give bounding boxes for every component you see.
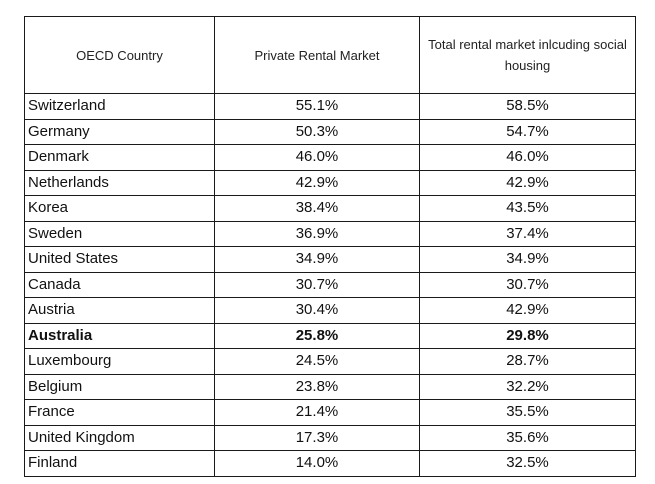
total-rental-cell: 42.9% <box>419 297 636 324</box>
private-rental-cell: 36.9% <box>214 220 420 247</box>
table-row: Finland 14.0% 32.5% <box>24 450 636 477</box>
table-row: Germany 50.3% 54.7% <box>24 118 636 145</box>
country-cell: Denmark <box>24 144 215 171</box>
total-rental-cell: 34.9% <box>419 246 636 273</box>
total-rental-cell: 43.5% <box>419 195 636 222</box>
private-rental-cell: 55.1% <box>214 93 420 120</box>
country-cell: Finland <box>24 450 215 477</box>
header-private-rental: Private Rental Market <box>214 16 420 94</box>
total-rental-cell: 35.6% <box>419 424 636 451</box>
private-rental-cell: 30.4% <box>214 297 420 324</box>
country-cell: France <box>24 399 215 426</box>
country-cell: Switzerland <box>24 93 215 120</box>
total-rental-cell: 58.5% <box>419 93 636 120</box>
private-rental-cell: 24.5% <box>214 348 420 375</box>
private-rental-cell: 38.4% <box>214 195 420 222</box>
table-row: Netherlands 42.9% 42.9% <box>24 169 636 196</box>
table-row: Australia 25.8% 29.8% <box>24 322 636 349</box>
table-row: Canada 30.7% 30.7% <box>24 271 636 298</box>
table-row: Switzerland 55.1% 58.5% <box>24 93 636 120</box>
total-rental-cell: 35.5% <box>419 399 636 426</box>
total-rental-cell: 37.4% <box>419 220 636 247</box>
total-rental-cell: 29.8% <box>419 322 636 349</box>
table-row: Luxembourg 24.5% 28.7% <box>24 348 636 375</box>
country-cell: Canada <box>24 271 215 298</box>
table-row: Belgium 23.8% 32.2% <box>24 373 636 400</box>
total-rental-cell: 42.9% <box>419 169 636 196</box>
private-rental-cell: 34.9% <box>214 246 420 273</box>
private-rental-cell: 30.7% <box>214 271 420 298</box>
total-rental-cell: 46.0% <box>419 144 636 171</box>
table-row: France 21.4% 35.5% <box>24 399 636 426</box>
table-row: Sweden 36.9% 37.4% <box>24 220 636 247</box>
header-row: OECD Country Private Rental Market Total… <box>24 16 636 94</box>
country-cell: Netherlands <box>24 169 215 196</box>
private-rental-cell: 50.3% <box>214 118 420 145</box>
table-row: United Kingdom 17.3% 35.6% <box>24 424 636 451</box>
table-body: Switzerland 55.1% 58.5% Germany 50.3% 54.7% De… <box>24 93 636 477</box>
table-container: OECD Country Private Rental Market Total… <box>24 16 636 477</box>
private-rental-cell: 17.3% <box>214 424 420 451</box>
country-cell: Luxembourg <box>24 348 215 375</box>
country-cell: Austria <box>24 297 215 324</box>
country-cell: Germany <box>24 118 215 145</box>
private-rental-cell: 42.9% <box>214 169 420 196</box>
total-rental-cell: 32.2% <box>419 373 636 400</box>
private-rental-cell: 25.8% <box>214 322 420 349</box>
private-rental-cell: 23.8% <box>214 373 420 400</box>
table-row: Korea 38.4% 43.5% <box>24 195 636 222</box>
table-row: Austria 30.4% 42.9% <box>24 297 636 324</box>
country-cell: United Kingdom <box>24 424 215 451</box>
header-total-rental: Total rental market inlcuding social hou… <box>419 16 636 94</box>
table-row: United States 34.9% 34.9% <box>24 246 636 273</box>
total-rental-cell: 32.5% <box>419 450 636 477</box>
country-cell: Australia <box>24 322 215 349</box>
total-rental-cell: 28.7% <box>419 348 636 375</box>
table-row: Denmark 46.0% 46.0% <box>24 144 636 171</box>
rental-market-table: OECD Country Private Rental Market Total… <box>24 16 636 477</box>
country-cell: Belgium <box>24 373 215 400</box>
private-rental-cell: 21.4% <box>214 399 420 426</box>
total-rental-cell: 54.7% <box>419 118 636 145</box>
country-cell: Korea <box>24 195 215 222</box>
private-rental-cell: 46.0% <box>214 144 420 171</box>
country-cell: United States <box>24 246 215 273</box>
header-country: OECD Country <box>24 16 215 94</box>
private-rental-cell: 14.0% <box>214 450 420 477</box>
country-cell: Sweden <box>24 220 215 247</box>
total-rental-cell: 30.7% <box>419 271 636 298</box>
